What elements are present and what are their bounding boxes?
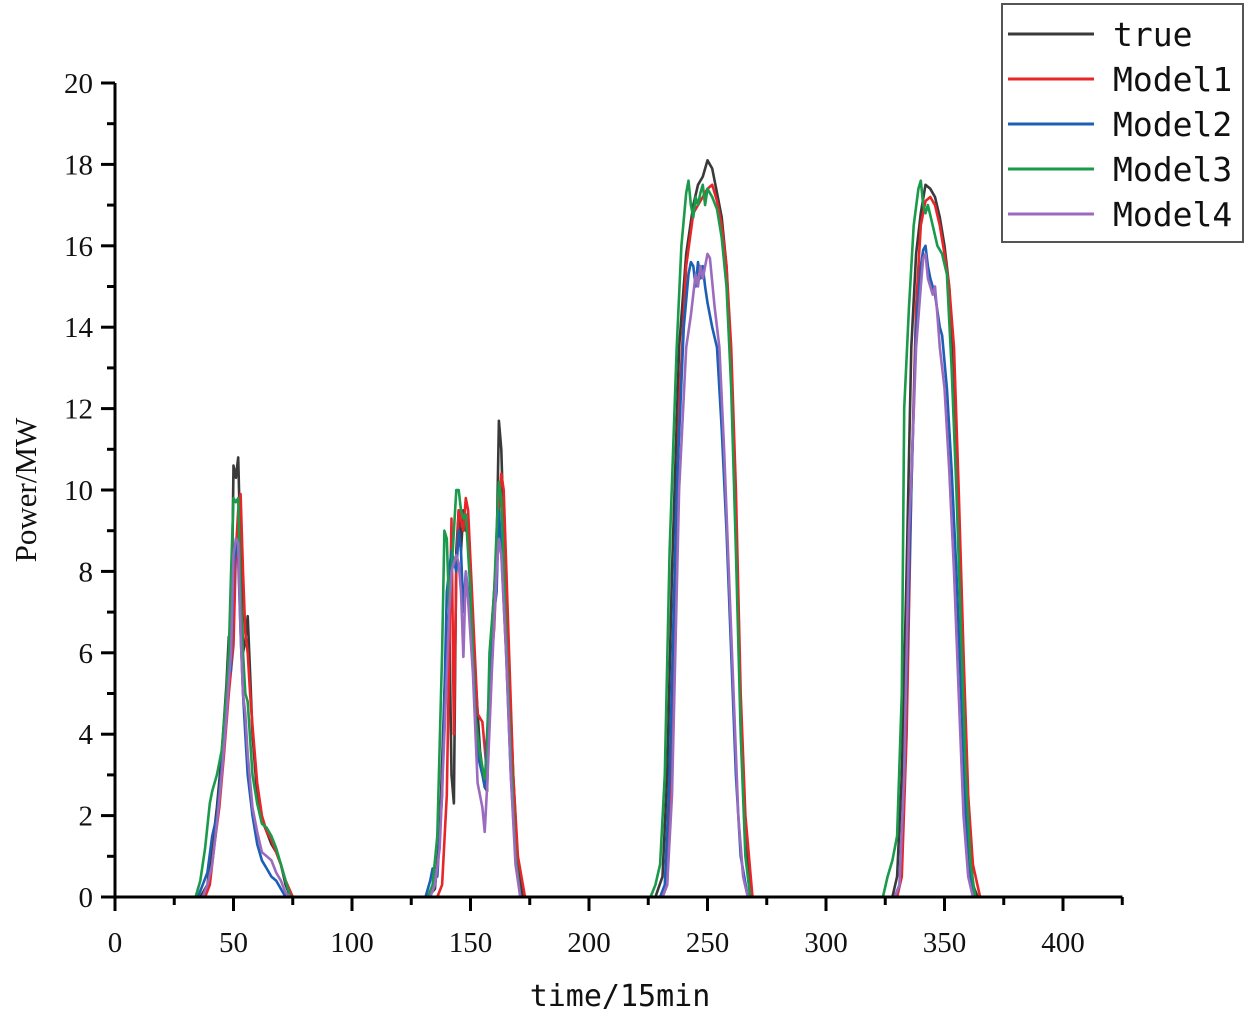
y-tick-label: 8 xyxy=(79,556,94,588)
x-tick-label: 50 xyxy=(219,927,248,959)
series-model4-line xyxy=(115,252,1007,899)
series-model1-line xyxy=(115,183,1123,899)
x-axis-ticks: 0 50 100 150 200 250 300 350 400 xyxy=(108,897,1085,959)
y-tick-label: 18 xyxy=(64,149,93,181)
x-tick-label: 350 xyxy=(923,927,967,959)
y-tick-label: 0 xyxy=(79,882,94,914)
y-tick-label: 4 xyxy=(79,719,94,751)
y-tick-label: 6 xyxy=(79,638,94,670)
x-tick-label: 400 xyxy=(1041,927,1085,959)
x-tick-label: 250 xyxy=(686,927,730,959)
legend-label: true xyxy=(1113,15,1192,54)
plot-area xyxy=(115,159,1123,899)
x-tick-label: 200 xyxy=(567,927,611,959)
legend-item-model1: Model1 xyxy=(1008,60,1232,99)
y-tick-label: 2 xyxy=(79,801,94,833)
x-tick-label: 300 xyxy=(804,927,848,959)
x-tick-label: 0 xyxy=(108,927,123,959)
legend-label: Model3 xyxy=(1113,150,1232,189)
legend-item-model4: Model4 xyxy=(1008,195,1232,234)
legend-label: Model4 xyxy=(1113,195,1232,234)
x-tick-label: 100 xyxy=(330,927,374,959)
y-tick-label: 20 xyxy=(64,68,93,100)
y-tick-label: 10 xyxy=(64,475,93,507)
legend-item-model3: Model3 xyxy=(1008,150,1232,189)
legend-item-true: true xyxy=(1008,15,1192,54)
y-tick-label: 14 xyxy=(64,312,94,344)
series-true-line xyxy=(115,159,1123,899)
series-model2-line xyxy=(115,244,1123,899)
legend-label: Model1 xyxy=(1113,60,1232,99)
legend: true Model1 Model2 Model3 Model4 xyxy=(1001,3,1244,243)
y-tick-label: 12 xyxy=(64,394,93,426)
x-axis-title: time/15min xyxy=(530,979,711,1014)
y-axis-ticks: 0 2 4 6 8 10 12 14 16 18 20 xyxy=(64,68,115,914)
axes: 0 50 100 150 200 250 300 350 400 0 2 4 6 8 10 12 14 16 18… xyxy=(64,68,1124,959)
y-axis-title: Power/MW xyxy=(8,417,43,562)
y-tick-label: 16 xyxy=(64,231,93,263)
legend-item-model2: Model2 xyxy=(1008,105,1232,144)
series-model3-line xyxy=(115,179,1123,899)
x-tick-label: 150 xyxy=(449,927,493,959)
legend-label: Model2 xyxy=(1113,105,1232,144)
